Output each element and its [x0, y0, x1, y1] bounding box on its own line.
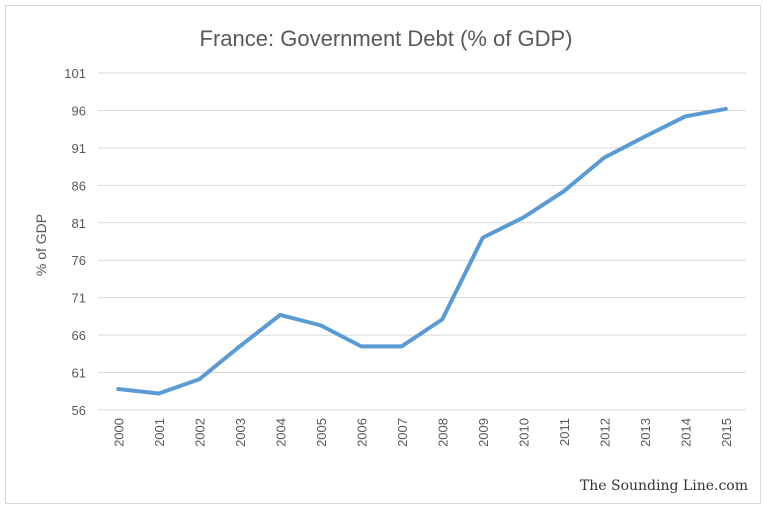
y-tick-label: 56 [72, 403, 86, 418]
y-tick-label: 81 [72, 216, 86, 231]
y-tick-label: 71 [72, 291, 86, 306]
x-tick-label: 2000 [111, 418, 126, 447]
gridlines [98, 72, 746, 411]
x-tick-label: 2011 [557, 418, 572, 446]
x-tick-label: 2008 [435, 418, 450, 447]
x-tick-label: 2014 [678, 418, 693, 447]
x-tick-label: 2005 [314, 418, 329, 447]
x-axis-ticks: 2000 2001 2002 2003 2004 2005 2006 2007 2008 2009… [111, 418, 734, 447]
x-tick-label: 2004 [273, 418, 288, 447]
chart-frame [5, 5, 761, 504]
watermark: The Sounding Line.com [580, 478, 748, 494]
x-tick-label: 2015 [719, 418, 734, 447]
x-tick-label: 2010 [516, 418, 531, 447]
y-tick-label: 96 [72, 103, 86, 118]
chart-title: France: Government Debt (% of GDP) [200, 26, 573, 51]
y-axis-ticks: 56 61 66 71 76 81 86 91 96 101 [64, 66, 86, 418]
y-tick-label: 101 [64, 66, 86, 81]
data-points [118, 108, 726, 394]
y-tick-label: 91 [72, 141, 86, 156]
x-tick-label: 2007 [395, 418, 410, 447]
y-tick-label: 66 [72, 328, 86, 343]
x-tick-label: 2012 [597, 418, 612, 447]
x-tick-label: 2006 [354, 418, 369, 447]
x-tick-label: 2002 [192, 418, 207, 447]
x-tick-label: 2013 [638, 418, 653, 447]
x-tick-label: 2009 [476, 418, 491, 447]
y-tick-label: 86 [72, 178, 86, 193]
x-tick-label: 2001 [152, 418, 167, 447]
x-tick-label: 2003 [233, 418, 248, 447]
y-axis-label: % of GDP [33, 214, 49, 276]
y-tick-label: 61 [72, 366, 86, 381]
y-tick-label: 76 [72, 253, 86, 268]
series-line [116, 106, 728, 396]
